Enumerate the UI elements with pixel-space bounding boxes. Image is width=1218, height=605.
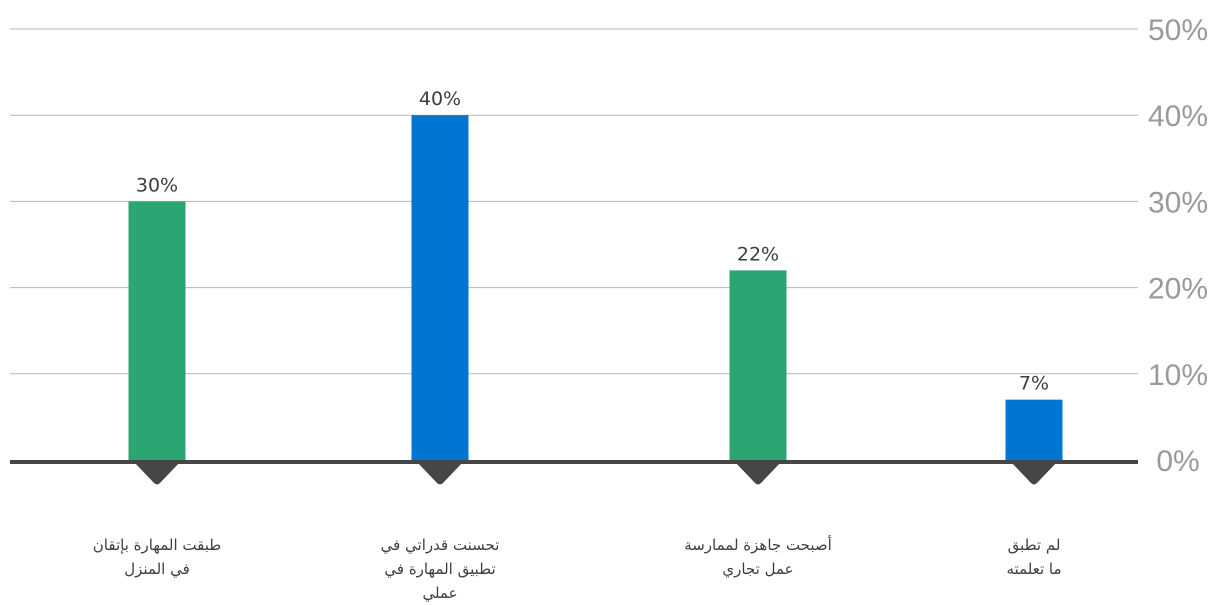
bars [128,115,1063,460]
y-tick-label: 20% [1148,273,1208,306]
bar [729,270,787,460]
axis-marker [417,462,463,485]
axis-marker [735,462,781,485]
x-axis [10,460,1138,485]
data-label: 30% [136,174,178,196]
category-labels: طبقت المهارة بإتقان في المنزل تحسنت قدراتي… [93,535,1062,603]
data-labels: 30% 40% 22% 7% [136,88,1049,394]
axis-marker [1011,462,1057,485]
category-label: تحسنت قدراتي في تطبيق المهارة في عملي [381,536,500,603]
bar [128,201,186,460]
y-tick-label: 10% [1148,359,1208,392]
category-label: أصبحت جاهزة لممارسة عمل تجاري [684,535,832,579]
bar [411,115,469,460]
category-label: لم تطبق ما تعلمته [1007,536,1062,578]
y-tick-label: 0% [1156,445,1199,478]
y-tick-label: 40% [1148,100,1208,133]
data-label: 40% [419,88,461,110]
y-axis-ticks: 0% 10% 20% 30% 40% 50% [1148,14,1208,478]
axis-marker [134,462,180,485]
data-label: 22% [737,243,779,265]
gridlines [10,28,1138,375]
bar [1005,399,1063,460]
y-tick-label: 50% [1148,14,1208,47]
y-tick-label: 30% [1148,186,1208,219]
category-label: طبقت المهارة بإتقان في المنزل [93,536,221,579]
data-label: 7% [1019,373,1049,395]
